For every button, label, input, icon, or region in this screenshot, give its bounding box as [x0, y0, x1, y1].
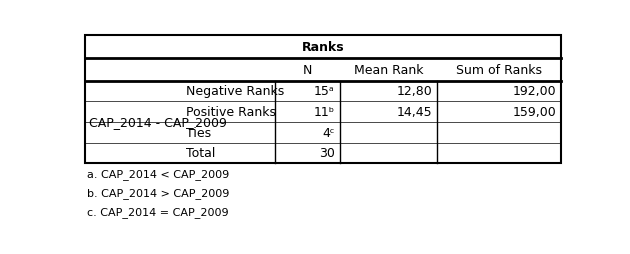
Text: Ranks: Ranks [302, 41, 344, 54]
Text: Total: Total [186, 147, 215, 160]
Text: 192,00: 192,00 [513, 85, 556, 98]
Text: b. CAP_2014 > CAP_2009: b. CAP_2014 > CAP_2009 [87, 187, 229, 198]
Text: c. CAP_2014 = CAP_2009: c. CAP_2014 = CAP_2009 [87, 206, 229, 217]
Text: 11ᵇ: 11ᵇ [314, 106, 335, 119]
Text: Positive Ranks: Positive Ranks [186, 106, 276, 119]
Text: a. CAP_2014 < CAP_2009: a. CAP_2014 < CAP_2009 [87, 169, 229, 180]
Text: 15ᵃ: 15ᵃ [314, 85, 335, 98]
Text: 14,45: 14,45 [397, 106, 432, 119]
Text: Negative Ranks: Negative Ranks [186, 85, 285, 98]
Text: Sum of Ranks: Sum of Ranks [456, 64, 542, 76]
Text: CAP_2014 - CAP_2009: CAP_2014 - CAP_2009 [88, 116, 226, 129]
Text: Mean Rank: Mean Rank [353, 64, 423, 76]
Text: 30: 30 [319, 147, 335, 160]
Bar [84, 36, 561, 164]
Text: 159,00: 159,00 [513, 106, 556, 119]
Text: 12,80: 12,80 [397, 85, 432, 98]
Text: N: N [302, 64, 312, 76]
Text: 4ᶜ: 4ᶜ [322, 126, 335, 139]
Text: Ties: Ties [186, 126, 211, 139]
